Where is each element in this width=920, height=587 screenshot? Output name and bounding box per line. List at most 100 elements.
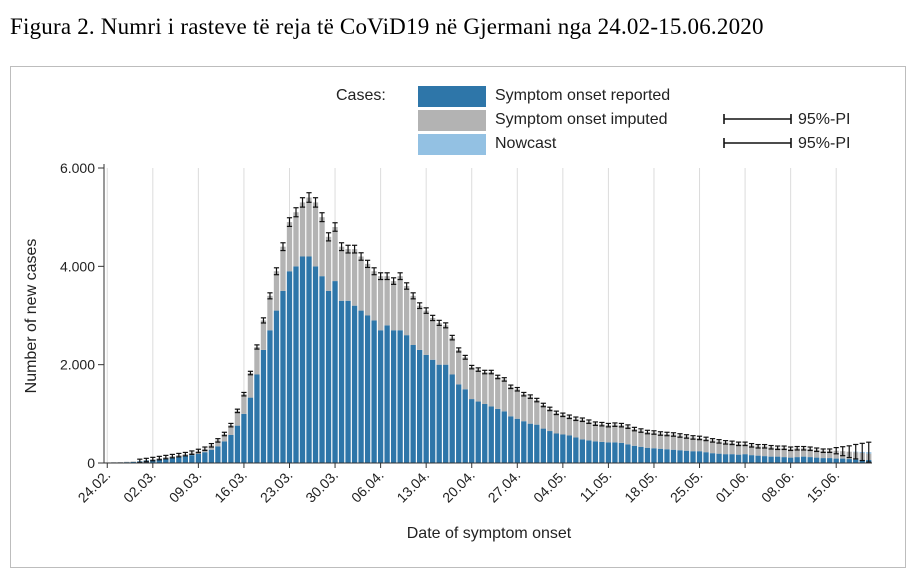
error-bar <box>618 422 625 428</box>
bar-imputed <box>814 449 820 458</box>
bar-reported <box>436 364 442 463</box>
bar-reported <box>208 449 215 463</box>
bar-imputed <box>716 441 722 454</box>
bar-imputed <box>807 448 813 458</box>
bar-imputed <box>384 276 390 326</box>
error-bar <box>677 433 683 438</box>
bar-reported <box>254 374 260 463</box>
bar-reported <box>534 424 540 463</box>
bar-imputed <box>306 197 312 257</box>
error-bar <box>286 217 293 228</box>
bar-reported <box>430 359 436 463</box>
bar-imputed <box>586 421 592 441</box>
bar-reported <box>644 447 651 463</box>
bar-imputed <box>683 436 690 451</box>
bar-reported <box>156 459 162 463</box>
error-bar <box>143 457 149 463</box>
bar-reported <box>827 458 833 463</box>
bar-imputed <box>410 295 416 345</box>
bar-reported <box>417 349 423 463</box>
bar-reported <box>722 454 729 463</box>
error-bar <box>319 212 325 223</box>
bar-imputed <box>508 386 514 417</box>
bar-imputed <box>332 227 338 282</box>
x-tick-label: 04.05. <box>530 467 569 506</box>
bar-reported <box>371 320 377 463</box>
error-bars <box>137 192 872 464</box>
bar-imputed <box>631 429 638 446</box>
error-bar <box>378 272 384 281</box>
error-bar <box>670 432 677 437</box>
bar-imputed <box>390 281 397 331</box>
bar-reported <box>735 454 742 463</box>
error-bar <box>221 431 228 437</box>
bar-imputed <box>358 256 364 311</box>
bar-reported <box>794 457 800 463</box>
bar-imputed <box>241 394 247 414</box>
bar-reported <box>664 449 670 463</box>
error-bar <box>762 443 768 449</box>
bar-imputed <box>293 212 299 267</box>
legend-heading: Cases: <box>336 87 386 104</box>
bar-reported <box>260 349 267 463</box>
bar-imputed <box>254 346 260 375</box>
bar-reported <box>840 458 846 463</box>
bar-imputed <box>781 447 787 458</box>
error-bar <box>358 252 364 261</box>
bar-imputed <box>560 414 566 435</box>
error-bar <box>742 441 748 447</box>
bar-imputed <box>482 372 488 404</box>
error-bar <box>827 448 833 454</box>
bar-reported <box>325 290 332 463</box>
x-tick-label: 20.04. <box>439 467 478 506</box>
error-bar <box>501 377 507 382</box>
bar-imputed <box>827 450 833 459</box>
bar-reported <box>397 330 403 463</box>
bar-imputed <box>755 446 761 456</box>
error-bar <box>534 397 540 403</box>
error-bar <box>189 450 195 455</box>
x-tick-label: 25.05. <box>667 467 706 506</box>
bar-reported <box>586 440 592 463</box>
error-bar <box>215 438 221 443</box>
bar-reported <box>677 450 683 463</box>
bar-reported <box>130 461 136 463</box>
bar-imputed <box>377 276 384 331</box>
bar-reported <box>345 300 351 463</box>
bar-imputed <box>729 442 735 455</box>
bar-imputed <box>547 408 553 432</box>
error-bar <box>521 391 527 397</box>
legend-pi-symbol-2 <box>723 138 792 148</box>
x-tick-label: 11.05. <box>576 467 614 505</box>
bar-imputed <box>436 322 442 365</box>
bar-imputed <box>430 317 436 360</box>
error-bar <box>631 426 638 432</box>
bar-reported <box>716 453 722 463</box>
bar-imputed <box>475 369 481 402</box>
bar-imputed <box>273 271 280 311</box>
bar-reported <box>202 452 208 463</box>
bar-reported <box>338 300 345 463</box>
bar-imputed <box>215 440 221 447</box>
bar-imputed <box>319 217 325 277</box>
bar-imputed <box>221 433 228 442</box>
bar-reported <box>742 454 748 463</box>
bar-reported <box>475 401 481 463</box>
error-bar <box>866 441 872 463</box>
bar-imputed <box>403 286 410 336</box>
bar-reported <box>195 453 202 463</box>
bar-reported <box>566 435 573 463</box>
bar-reported <box>853 459 859 463</box>
error-bar <box>410 292 416 300</box>
bar-reported <box>560 434 566 463</box>
bar-reported <box>384 325 390 463</box>
bar-reported <box>631 445 638 463</box>
bar-imputed <box>397 276 403 331</box>
bar-imputed <box>618 425 625 443</box>
error-bar <box>423 307 429 314</box>
bar-reported <box>729 454 735 463</box>
error-bar <box>768 444 774 450</box>
bar-imputed <box>735 443 742 455</box>
bar-imputed <box>423 310 429 355</box>
error-bar <box>807 446 813 452</box>
